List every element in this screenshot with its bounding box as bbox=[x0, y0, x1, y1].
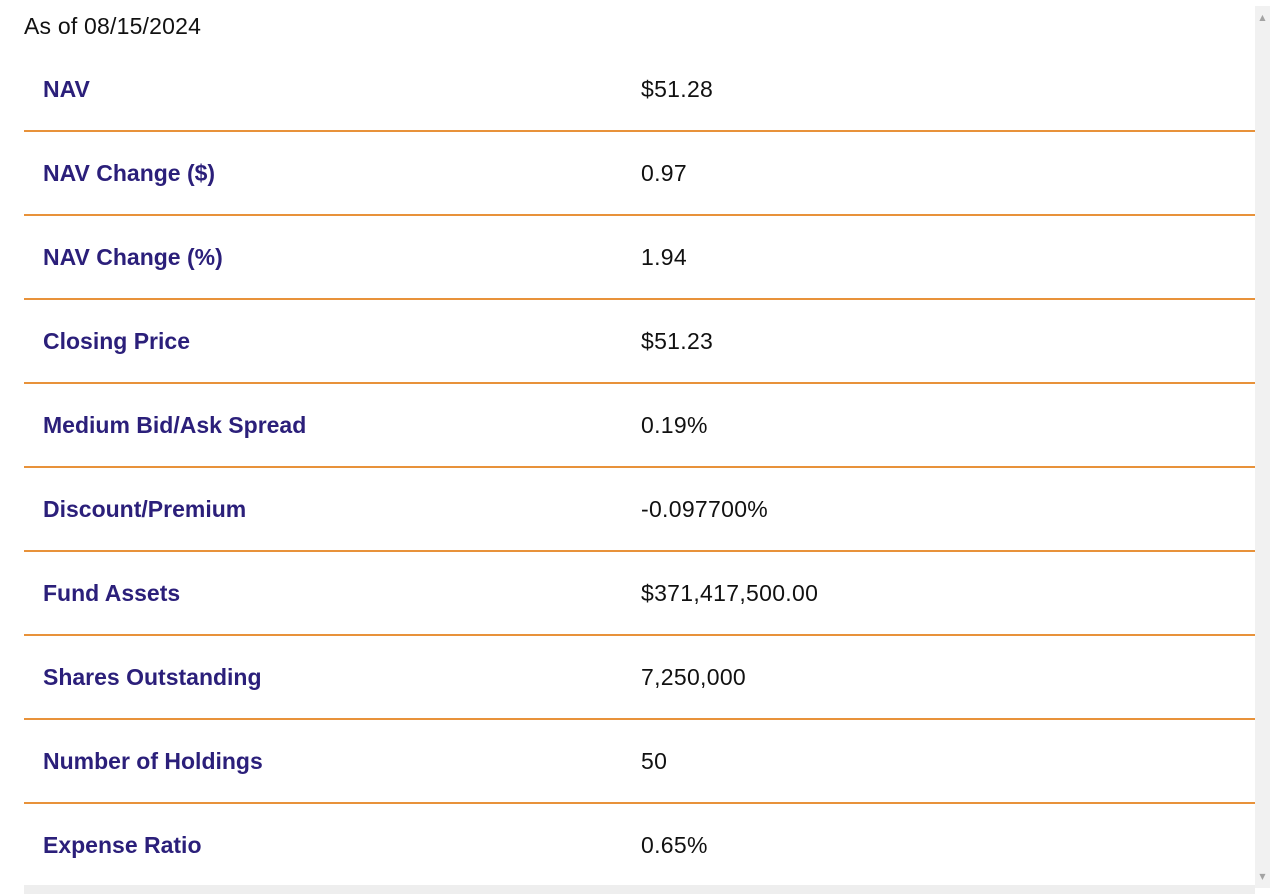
row-label: Discount/Premium bbox=[43, 495, 247, 522]
row-value: 7,250,000 bbox=[641, 663, 747, 690]
table-row: NAV Change ($) 0.97 bbox=[24, 132, 1255, 216]
table-row: Number of Holdings 50 bbox=[24, 720, 1255, 804]
row-value: 0.97 bbox=[641, 159, 687, 186]
table-row: Fund Assets $371,417,500.00 bbox=[24, 552, 1255, 636]
horizontal-scrollbar[interactable] bbox=[24, 885, 1255, 894]
row-label: Shares Outstanding bbox=[43, 663, 262, 690]
row-label: Expense Ratio bbox=[43, 831, 202, 858]
row-value: 1.94 bbox=[641, 243, 687, 270]
row-label: Closing Price bbox=[43, 327, 190, 354]
row-value: $371,417,500.00 bbox=[641, 579, 819, 606]
scroll-up-arrow-icon[interactable]: ▲ bbox=[1259, 13, 1266, 22]
scroll-down-arrow-icon[interactable]: ▼ bbox=[1259, 872, 1266, 881]
row-value: -0.097700% bbox=[641, 495, 769, 522]
fund-stats-table: NAV $51.28 NAV Change ($) 0.97 NAV Chang… bbox=[24, 48, 1255, 886]
vertical-scrollbar[interactable]: ▲ ▼ bbox=[1255, 6, 1270, 888]
table-row: NAV $51.28 bbox=[24, 48, 1255, 132]
row-value: $51.23 bbox=[641, 327, 714, 354]
table-row: NAV Change (%) 1.94 bbox=[24, 216, 1255, 300]
row-label: Number of Holdings bbox=[43, 747, 263, 774]
row-value: 0.19% bbox=[641, 411, 708, 438]
table-row: Discount/Premium -0.097700% bbox=[24, 468, 1255, 552]
row-value: 50 bbox=[641, 747, 668, 774]
table-row: Closing Price $51.23 bbox=[24, 300, 1255, 384]
table-row: Medium Bid/Ask Spread 0.19% bbox=[24, 384, 1255, 468]
row-label: NAV bbox=[43, 75, 90, 102]
table-row: Expense Ratio 0.65% bbox=[24, 804, 1255, 886]
row-value: 0.65% bbox=[641, 831, 708, 858]
table-row: Shares Outstanding 7,250,000 bbox=[24, 636, 1255, 720]
row-label: Medium Bid/Ask Spread bbox=[43, 411, 307, 438]
row-value: $51.28 bbox=[641, 75, 714, 102]
row-label: Fund Assets bbox=[43, 579, 181, 606]
row-label: NAV Change ($) bbox=[43, 159, 216, 186]
as-of-date: As of 08/15/2024 bbox=[24, 13, 202, 39]
row-label: NAV Change (%) bbox=[43, 243, 223, 270]
